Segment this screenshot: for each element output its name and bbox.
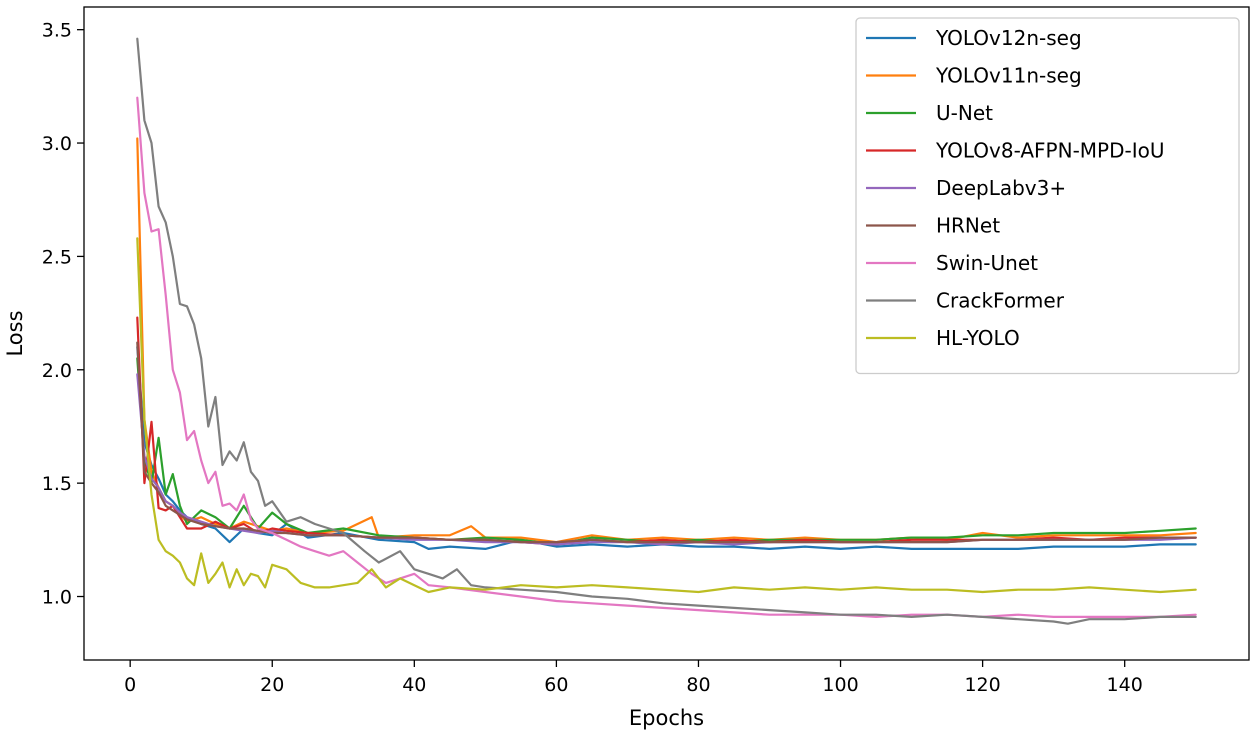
x-tick-label: 140 (1107, 674, 1143, 696)
legend-label: Swin-Unet (936, 251, 1038, 275)
legend-label: YOLOv8-AFPN-MPD-IoU (935, 139, 1165, 163)
legend-label: DeepLabv3+ (936, 176, 1066, 200)
x-tick-label: 0 (124, 674, 136, 696)
x-tick-label: 40 (402, 674, 426, 696)
x-tick-label: 20 (260, 674, 284, 696)
x-axis-title: Epochs (629, 706, 704, 730)
legend-label: YOLOv11n-seg (935, 64, 1082, 88)
plot-area: 0 20 40 60 80 100 120 140 1.0 1.5 2.0 2.5 3.0 3.5 (42, 6, 1250, 696)
x-tick-label: 120 (964, 674, 1000, 696)
series-line-crackformer (136, 37, 1197, 625)
x-axis-ticks: 0 20 40 60 80 100 120 140 (124, 660, 1143, 696)
x-tick-label: 60 (544, 674, 568, 696)
legend-label: YOLOv12n-seg (935, 26, 1082, 50)
y-tick-label: 1.5 (42, 473, 72, 495)
series-group (136, 37, 1197, 625)
legend-label: HL-YOLO (936, 326, 1020, 350)
y-tick-label: 3.0 (42, 133, 72, 155)
y-tick-label: 2.5 (42, 246, 72, 268)
plot-frame (83, 6, 1250, 661)
legend-box (855, 17, 1240, 375)
y-tick-label: 1.0 (42, 587, 72, 609)
legend-label: U-Net (936, 101, 993, 125)
series-line-hl-yolo (136, 237, 1197, 594)
x-tick-label: 80 (686, 674, 710, 696)
y-axis-title: Loss (3, 310, 27, 356)
y-axis-ticks: 1.0 1.5 2.0 2.5 3.0 3.5 (42, 20, 84, 609)
legend-label: HRNet (936, 214, 1000, 238)
x-tick-label: 100 (822, 674, 858, 696)
series-line-hrnet (136, 341, 1197, 544)
y-tick-label: 2.0 (42, 360, 72, 382)
y-tick-label: 3.5 (42, 20, 72, 42)
legend: YOLOv12n-seg YOLOv11n-seg U-Net YOLOv8-AFPN… (855, 17, 1240, 375)
legend-label: CrackFormer (936, 289, 1065, 313)
